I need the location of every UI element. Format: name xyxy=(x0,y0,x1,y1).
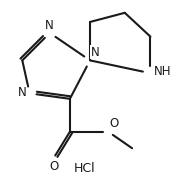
Text: O: O xyxy=(109,117,118,130)
Text: O: O xyxy=(50,160,59,173)
Text: NH: NH xyxy=(154,65,172,78)
Text: HCl: HCl xyxy=(74,162,95,175)
Text: N: N xyxy=(91,46,100,59)
Text: N: N xyxy=(18,86,27,99)
Text: N: N xyxy=(45,19,53,32)
